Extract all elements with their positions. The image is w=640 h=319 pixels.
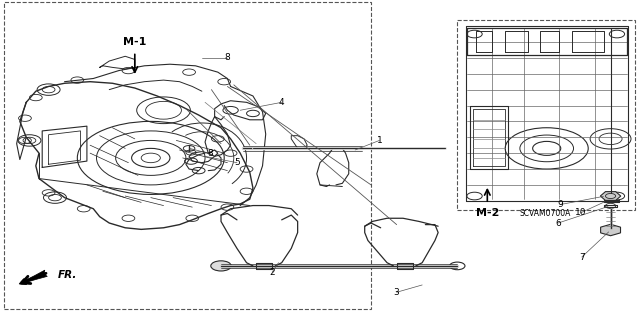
Text: 6: 6 (556, 219, 561, 227)
Text: 8: 8 (207, 149, 213, 158)
Circle shape (211, 261, 231, 271)
Text: 7: 7 (579, 253, 585, 262)
Text: 9: 9 (557, 200, 563, 209)
Text: 5: 5 (234, 158, 240, 167)
Text: 3: 3 (394, 288, 399, 297)
Bar (4, 2, 371, 309)
Bar (458, 20, 635, 210)
Text: 2: 2 (269, 268, 275, 277)
Text: 4: 4 (279, 98, 285, 107)
Text: 1: 1 (376, 136, 382, 145)
Text: M-2: M-2 (476, 209, 499, 219)
Text: FR.: FR. (58, 271, 77, 280)
Text: 8: 8 (225, 53, 230, 62)
Text: M-1: M-1 (123, 37, 147, 47)
Text: 10: 10 (575, 208, 586, 217)
Text: SCVAM0700A: SCVAM0700A (519, 209, 570, 218)
